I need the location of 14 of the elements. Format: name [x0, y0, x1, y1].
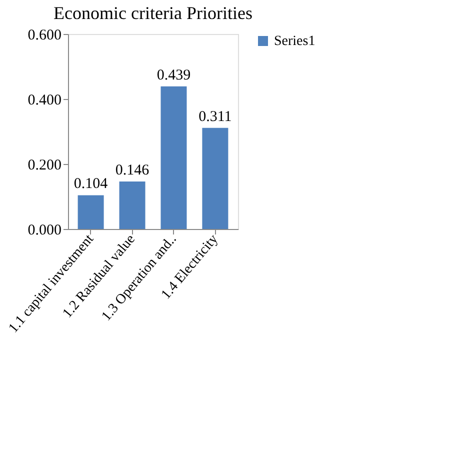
bar [119, 182, 146, 229]
data-label: 0.439 [156, 67, 191, 84]
data-label: 0.311 [198, 108, 232, 125]
y-tick-label: 0.000 [28, 222, 62, 238]
data-label: 0.104 [74, 176, 108, 192]
y-tick-label: 0.400 [28, 92, 62, 108]
bar [160, 86, 187, 229]
bar [202, 128, 228, 229]
y-tick-label: 0.200 [28, 158, 62, 174]
data-label: 0.146 [115, 162, 150, 179]
chart-title: Economic criteria Priorities [54, 3, 252, 23]
bar [78, 195, 104, 229]
y-tick-label: 0.600 [28, 28, 62, 44]
legend-label: Series1 [274, 34, 316, 49]
